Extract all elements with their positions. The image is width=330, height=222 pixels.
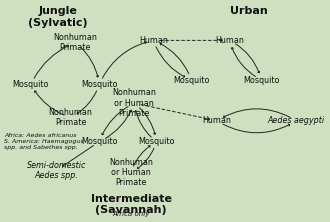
Text: Mosquito: Mosquito [13,80,49,89]
Text: Mosquito: Mosquito [81,137,117,146]
Text: Semi-domestic
Aedes spp.: Semi-domestic Aedes spp. [27,161,86,180]
Text: Africa only: Africa only [113,211,150,217]
Text: Intermediate
(Savannah): Intermediate (Savannah) [90,194,172,215]
Text: Mosquito: Mosquito [173,75,210,85]
Text: Mosquito: Mosquito [81,80,117,89]
Text: Urban: Urban [230,6,268,16]
Text: Africa: Aedes africanus
S. America: Haemagogus
spp. and Sabethes spp.: Africa: Aedes africanus S. America: Haem… [4,133,83,150]
Text: Human: Human [139,36,168,45]
Text: Nonhuman
Primate: Nonhuman Primate [53,33,97,52]
Text: Aedes aegypti: Aedes aegypti [268,116,325,125]
Text: Human: Human [203,116,231,125]
Text: Jungle
(Sylvatic): Jungle (Sylvatic) [28,6,88,28]
Text: Mosquito: Mosquito [243,75,280,85]
Text: Nonhuman
or Human
Primate: Nonhuman or Human Primate [112,88,156,118]
Text: Nonhuman
Primate: Nonhuman Primate [49,108,93,127]
Text: Nonhuman
or Human
Primate: Nonhuman or Human Primate [109,158,153,188]
Text: Mosquito: Mosquito [138,137,175,146]
Text: Human: Human [215,36,244,45]
